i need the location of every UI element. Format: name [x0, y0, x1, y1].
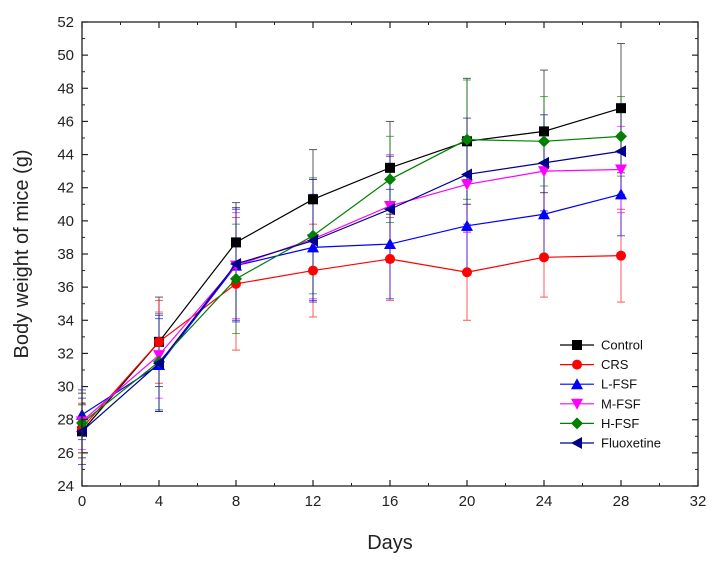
y-tick-label: 42 [57, 180, 74, 197]
series-line [81, 193, 622, 416]
legend: Control CRS L-FSF M-FSF H-FSF Fluoxetine [560, 338, 661, 451]
series-line [81, 107, 622, 432]
data-point [230, 257, 241, 270]
data-point [307, 241, 319, 253]
legend-label: Fluoxetine [601, 436, 661, 451]
data-point [461, 168, 472, 181]
series-line [81, 135, 622, 424]
y-tick-label: 28 [57, 412, 74, 429]
legend-item: M-FSF [560, 396, 641, 411]
legend-marker [571, 417, 583, 430]
legend-marker [571, 437, 582, 449]
y-tick-label: 36 [57, 279, 74, 296]
x-tick-label: 16 [382, 493, 399, 510]
x-tick-label: 24 [536, 493, 553, 510]
legend-item: CRS [560, 357, 629, 372]
data-point [539, 252, 549, 263]
y-axis-title: Body weight of mice (g) [11, 150, 33, 359]
legend-item: Fluoxetine [560, 436, 661, 451]
data-point [615, 145, 626, 158]
data-point [538, 135, 550, 148]
data-point [154, 336, 164, 347]
y-tick-label: 44 [57, 147, 74, 164]
data-point [538, 208, 550, 220]
y-tick-label: 48 [57, 80, 74, 97]
legend-label: CRS [601, 357, 629, 372]
data-point [230, 272, 242, 285]
data-point [461, 219, 473, 231]
data-point [538, 156, 549, 169]
x-axis-title: Days [367, 532, 413, 554]
y-tick-label: 30 [57, 379, 74, 396]
data-point [615, 188, 627, 200]
legend-marker [571, 378, 583, 390]
legend-marker [571, 398, 583, 410]
x-tick-label: 8 [232, 493, 240, 510]
x-tick-label: 4 [155, 493, 163, 510]
y-tick-label: 50 [57, 47, 74, 64]
legend-marker [572, 340, 582, 350]
x-tick-label: 32 [690, 493, 707, 510]
y-tick-label: 26 [57, 445, 74, 462]
legend-item: H-FSF [560, 416, 639, 431]
data-point [231, 237, 241, 248]
x-tick-label: 12 [305, 493, 322, 510]
data-point [308, 194, 318, 205]
legend-item: L-FSF [560, 377, 637, 392]
data-point [615, 130, 627, 143]
data-point [539, 126, 549, 137]
x-tick-label: 28 [613, 493, 630, 510]
y-tick-label: 52 [57, 14, 74, 31]
data-point [384, 238, 396, 250]
data-point [462, 267, 472, 278]
legend-label: M-FSF [601, 396, 641, 411]
data-point [385, 162, 395, 173]
y-tick-label: 40 [57, 213, 74, 230]
axis-layer: 0 4 8 12 16 20 24 28 322426283032343638404244464… [57, 14, 706, 510]
y-tick-label: 32 [57, 345, 74, 362]
y-tick-label: 24 [57, 478, 74, 495]
y-tick-label: 34 [57, 312, 74, 329]
legend-item: Control [560, 338, 643, 353]
legend-label: Control [601, 338, 643, 353]
data-point [153, 357, 164, 370]
series-layer [76, 103, 627, 438]
series-line [81, 150, 622, 432]
data-point [461, 179, 473, 191]
data-point [616, 103, 626, 114]
data-point [615, 164, 627, 176]
legend-marker [572, 359, 582, 370]
y-tick-label: 46 [57, 113, 74, 130]
data-point [153, 350, 165, 362]
x-tick-label: 20 [459, 493, 476, 510]
legend-label: H-FSF [601, 416, 639, 431]
data-point [461, 133, 473, 146]
x-tick-label: 0 [78, 493, 86, 510]
series-line [81, 255, 622, 429]
data-point [384, 203, 395, 216]
data-point [384, 173, 396, 186]
series-line [81, 168, 622, 422]
data-point [538, 166, 550, 178]
legend-label: L-FSF [601, 377, 637, 392]
data-point [385, 253, 395, 264]
data-point [616, 250, 626, 261]
y-tick-label: 38 [57, 246, 74, 263]
data-point [308, 265, 318, 276]
data-point [307, 234, 318, 247]
